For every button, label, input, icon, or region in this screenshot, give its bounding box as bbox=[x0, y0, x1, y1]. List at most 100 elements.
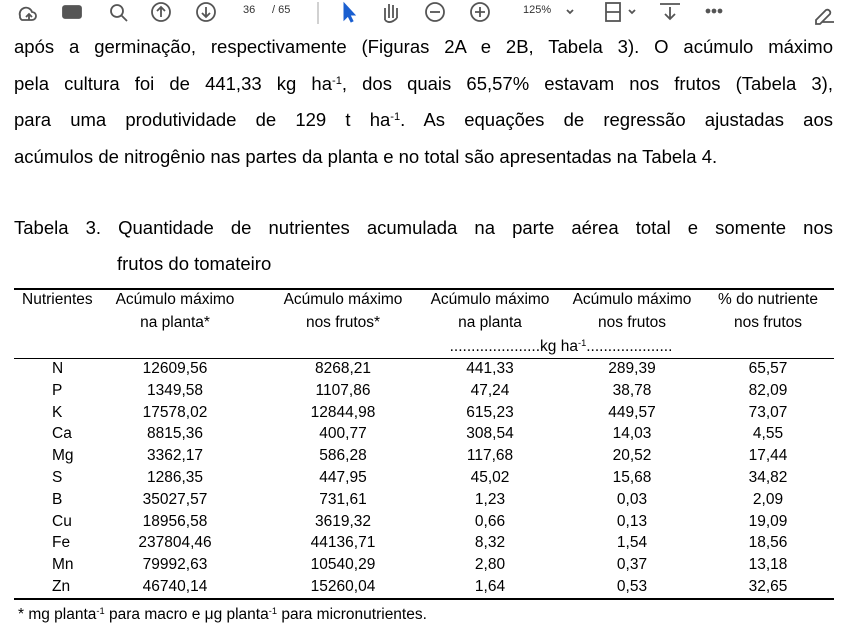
text-line: após a germinação, respectivamente (Figu… bbox=[14, 36, 833, 58]
table-cell: 19,09 bbox=[748, 512, 788, 530]
column-header: Acúmulo máximo bbox=[283, 291, 403, 308]
table-cell: 47,24 bbox=[470, 381, 510, 399]
text-run: para uma produtividade de 129 t ha bbox=[14, 109, 391, 130]
column-header: % do nutriente bbox=[718, 291, 818, 308]
row-label: Ca bbox=[52, 425, 72, 443]
table-cell: 449,57 bbox=[608, 403, 656, 421]
row-label: S bbox=[52, 469, 63, 486]
superscript: -1 bbox=[390, 110, 401, 123]
row-label: N bbox=[52, 360, 64, 377]
table-cell: 34,82 bbox=[748, 469, 788, 486]
table-cell: 35027,57 bbox=[142, 490, 208, 508]
table-cell: 400,77 bbox=[319, 425, 367, 443]
table-cell: 1,23 bbox=[474, 490, 506, 508]
column-header: nos frutos bbox=[597, 314, 667, 331]
table-cell: 15,68 bbox=[612, 469, 652, 486]
row-label: B bbox=[52, 490, 63, 508]
text-run: para macro e μg planta bbox=[104, 606, 269, 623]
column-header: na planta* bbox=[140, 314, 210, 331]
table-cell: 237804,46 bbox=[138, 534, 212, 552]
text-run: , dos quais 65,57% estavam nos frutos (T… bbox=[341, 73, 833, 94]
column-header: Acúmulo máximo bbox=[572, 291, 692, 308]
table-cell: 447,95 bbox=[319, 469, 367, 486]
table-cell: 3362,17 bbox=[146, 447, 204, 465]
text-run: pela cultura foi de 441,33 kg ha bbox=[14, 73, 332, 94]
row-label: Mn bbox=[52, 556, 74, 574]
text-line: pela cultura foi de 441,33 kg ha-1, dos … bbox=[14, 73, 833, 95]
more-menu[interactable] bbox=[705, 8, 711, 14]
toolbar: 36 / 65 125% bbox=[0, 0, 843, 26]
table-cell: 0,53 bbox=[616, 578, 648, 595]
text-run: acúmulos de nitrogênio nas partes da pla… bbox=[14, 146, 718, 167]
table-cell: 45,02 bbox=[470, 469, 510, 486]
column-header: nos frutos* bbox=[305, 314, 381, 331]
table-cell: 8268,21 bbox=[314, 360, 372, 377]
table-cell: 308,54 bbox=[466, 425, 514, 443]
search-icon[interactable] bbox=[110, 4, 124, 18]
zoom-out[interactable] bbox=[425, 2, 445, 22]
table-rule bbox=[14, 288, 834, 290]
select-tool[interactable] bbox=[343, 1, 357, 23]
toolbar-icons bbox=[18, 1, 834, 25]
zoom-level[interactable]: 125% bbox=[523, 4, 552, 16]
superscript: -1 bbox=[268, 605, 278, 616]
table-cell: 17,44 bbox=[748, 447, 788, 465]
text-line: para uma produtividade de 129 t ha-1. As… bbox=[14, 109, 833, 131]
table-cell: 4,55 bbox=[752, 425, 784, 443]
table-cell: 0,66 bbox=[474, 512, 506, 530]
table-cell: 46740,14 bbox=[142, 578, 208, 595]
table-cell: 65,57 bbox=[748, 360, 788, 377]
row-label: Fe bbox=[52, 534, 71, 552]
text-run: para micronutrientes. bbox=[277, 606, 427, 623]
table-cell: 44136,71 bbox=[310, 534, 376, 552]
row-label: Zn bbox=[52, 578, 71, 595]
superscript: -1 bbox=[96, 605, 105, 616]
table-cell: 1,64 bbox=[474, 578, 506, 595]
row-label: P bbox=[52, 381, 63, 399]
superscript: -1 bbox=[577, 337, 587, 348]
table-cell: 18,56 bbox=[748, 534, 788, 552]
table-cell: 38,78 bbox=[612, 381, 652, 399]
table-cell: 731,61 bbox=[319, 490, 367, 508]
table-cell: 8815,36 bbox=[146, 425, 204, 443]
column-header: Nutrientes bbox=[22, 291, 93, 308]
table-cell: 0,13 bbox=[616, 512, 648, 530]
prev-page[interactable] bbox=[151, 2, 171, 22]
column-header: na planta bbox=[458, 314, 522, 331]
table-cell: 10540,29 bbox=[310, 556, 376, 574]
table-cell: 1349,58 bbox=[146, 381, 204, 399]
zoom-dropdown[interactable] bbox=[566, 9, 574, 15]
page-number[interactable]: 36 bbox=[243, 4, 256, 16]
table-cell: 615,23 bbox=[466, 403, 514, 421]
table-cell: 17578,02 bbox=[142, 403, 208, 421]
table-cell: 12609,56 bbox=[142, 360, 208, 377]
footnote: * mg planta-1 para macro e μg planta-1 p… bbox=[18, 606, 427, 624]
table-cell: 14,03 bbox=[612, 425, 652, 443]
table-cell: 0,03 bbox=[616, 490, 648, 508]
table-rule bbox=[14, 358, 834, 359]
sign-icon[interactable] bbox=[815, 8, 834, 25]
upload-icon[interactable] bbox=[18, 6, 37, 21]
units-label: .....................kg ha-1............… bbox=[450, 338, 673, 356]
next-page[interactable] bbox=[196, 2, 216, 22]
column-header: nos frutos bbox=[733, 314, 803, 331]
hand-tool[interactable] bbox=[384, 4, 398, 23]
row-label: K bbox=[52, 403, 63, 421]
table-cell: 12844,98 bbox=[310, 403, 376, 421]
row-label: Mg bbox=[52, 447, 74, 465]
table-cell: 1286,35 bbox=[146, 469, 204, 486]
table-cell: 2,80 bbox=[474, 556, 506, 574]
table-cell: 2,09 bbox=[752, 490, 784, 508]
page-count: / 65 bbox=[272, 4, 291, 16]
text-line: acúmulos de nitrogênio nas partes da pla… bbox=[14, 146, 717, 168]
table-caption: frutos do tomateiro bbox=[117, 253, 272, 274]
column-header: Acúmulo máximo bbox=[430, 291, 550, 308]
table-cell: 0,37 bbox=[616, 556, 648, 574]
zoom-in[interactable] bbox=[470, 2, 490, 22]
table-cell: 15260,04 bbox=[310, 578, 376, 595]
print-icon[interactable] bbox=[62, 5, 82, 19]
table-cell: 1107,86 bbox=[315, 381, 371, 399]
table-rule bbox=[14, 598, 834, 600]
download-icon[interactable] bbox=[660, 3, 680, 21]
